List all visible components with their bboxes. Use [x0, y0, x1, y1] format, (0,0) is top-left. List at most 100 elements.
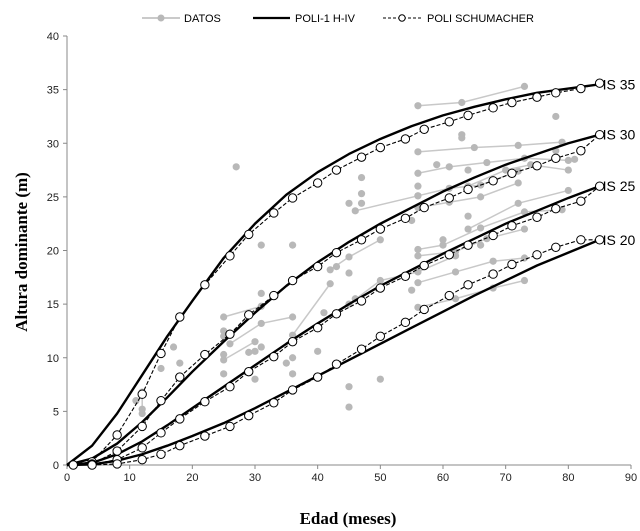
- datos-point: [226, 340, 234, 348]
- schumacher-marker: [444, 290, 454, 301]
- legend-poli-label: POLI-1 H-IV: [295, 13, 356, 25]
- datos-point: [345, 199, 353, 207]
- datos-point: [220, 313, 228, 321]
- datos-point: [414, 192, 422, 200]
- datos-point: [289, 354, 297, 362]
- datos-point: [282, 359, 290, 367]
- y-tick-label: 10: [47, 353, 59, 365]
- datos-point: [257, 319, 265, 328]
- schumacher-marker: [156, 449, 166, 459]
- datos-point: [439, 236, 447, 244]
- schumacher-marker: [112, 430, 122, 440]
- datos-point: [332, 262, 341, 271]
- curve-label: IS 30: [603, 127, 636, 143]
- datos-point: [470, 143, 478, 152]
- schumacher-marker: [175, 372, 185, 382]
- schumacher-marker: [375, 283, 386, 293]
- schumacher-marker: [400, 213, 411, 224]
- x-tick-label: 90: [625, 472, 637, 484]
- schumacher-marker: [269, 351, 279, 362]
- datos-trajectory: [467, 163, 569, 187]
- schumacher-marker: [225, 421, 235, 432]
- datos-point: [345, 253, 353, 261]
- datos-point: [464, 212, 472, 220]
- schumacher-marker: [137, 443, 147, 453]
- schumacher-marker: [551, 242, 561, 252]
- datos-point: [345, 383, 353, 391]
- schumacher-marker: [68, 460, 78, 470]
- schumacher-marker: [594, 129, 605, 140]
- schumacher-marker: [200, 349, 210, 360]
- datos-point: [414, 169, 422, 177]
- datos-point: [477, 241, 485, 249]
- datos-point: [357, 190, 366, 198]
- datos-trajectory: [417, 257, 525, 284]
- schumacher-marker: [551, 153, 561, 163]
- datos-point: [451, 268, 460, 276]
- schumacher-marker: [463, 280, 473, 290]
- curve-label: IS 25: [603, 178, 636, 194]
- schumacher-marker: [200, 397, 210, 407]
- schumacher-marker: [532, 161, 542, 171]
- x-tick-label: 60: [437, 472, 449, 484]
- schumacher-marker: [375, 331, 386, 341]
- schumacher-marker: [400, 271, 411, 281]
- datos-point: [351, 207, 359, 215]
- schumacher-marker: [312, 323, 323, 333]
- schumacher-marker: [594, 181, 605, 191]
- schumacher-marker: [244, 310, 254, 320]
- axes: 0 10 20 30 40 50 60 70 80 90 0 5 10 15 20 25 30 35 40: [47, 31, 637, 484]
- datos-point: [414, 148, 422, 156]
- y-tick-label: 20: [47, 246, 59, 258]
- datos-point: [520, 276, 529, 285]
- datos-point: [257, 241, 265, 249]
- datos-point: [289, 370, 297, 378]
- legend-datos-label: DATOS: [184, 13, 221, 25]
- schumacher-marker: [137, 389, 147, 399]
- schumacher-marker: [488, 230, 498, 241]
- datos-point: [552, 112, 560, 121]
- schumacher-marker: [507, 97, 517, 108]
- y-tick-label: 35: [47, 85, 59, 97]
- schumacher-marker: [419, 202, 429, 213]
- x-tick-label: 50: [374, 472, 386, 484]
- datos-point: [251, 338, 259, 346]
- datos-point: [289, 331, 297, 339]
- poli-curve: [66, 238, 601, 467]
- schumacher-marker: [225, 382, 235, 392]
- schumacher-marker: [488, 176, 498, 186]
- schumacher-marker: [269, 398, 279, 408]
- datos-point: [458, 134, 466, 142]
- schumacher-marker: [312, 372, 323, 382]
- schumacher-marker: [419, 124, 429, 135]
- schumacher-marker: [356, 152, 367, 162]
- datos-trajectory: [223, 341, 256, 361]
- schumacher-marker: [87, 460, 97, 470]
- y-axis-title: Altura dominante (m): [12, 172, 31, 332]
- schumacher-marker: [175, 414, 185, 424]
- schumacher-marker: [532, 92, 542, 102]
- schumacher-marker: [532, 250, 542, 260]
- datos-point: [514, 179, 522, 187]
- schumacher-marker: [444, 250, 454, 260]
- schumacher-marker: [594, 78, 605, 88]
- schumacher-marker: [576, 235, 586, 245]
- schumacher-marker: [594, 235, 605, 245]
- schumacher-marker: [419, 260, 429, 271]
- x-tick-label: 30: [249, 472, 261, 484]
- schumacher-marker: [375, 224, 386, 234]
- poli-curve: [66, 83, 600, 466]
- schumacher-marker: [576, 196, 586, 206]
- schumacher-marker: [244, 366, 254, 377]
- datos-point: [220, 350, 228, 359]
- datos-point: [414, 102, 422, 110]
- schumacher-marker: [507, 168, 517, 178]
- datos-point: [326, 266, 334, 274]
- schumacher-marker: [444, 193, 454, 203]
- schumacher-marker: [112, 459, 122, 469]
- y-tick-label: 40: [47, 31, 59, 43]
- schumacher-marker: [463, 184, 473, 195]
- schumacher-marker: [507, 259, 517, 270]
- schumacher-marker: [331, 359, 342, 369]
- y-tick-label: 25: [47, 192, 59, 204]
